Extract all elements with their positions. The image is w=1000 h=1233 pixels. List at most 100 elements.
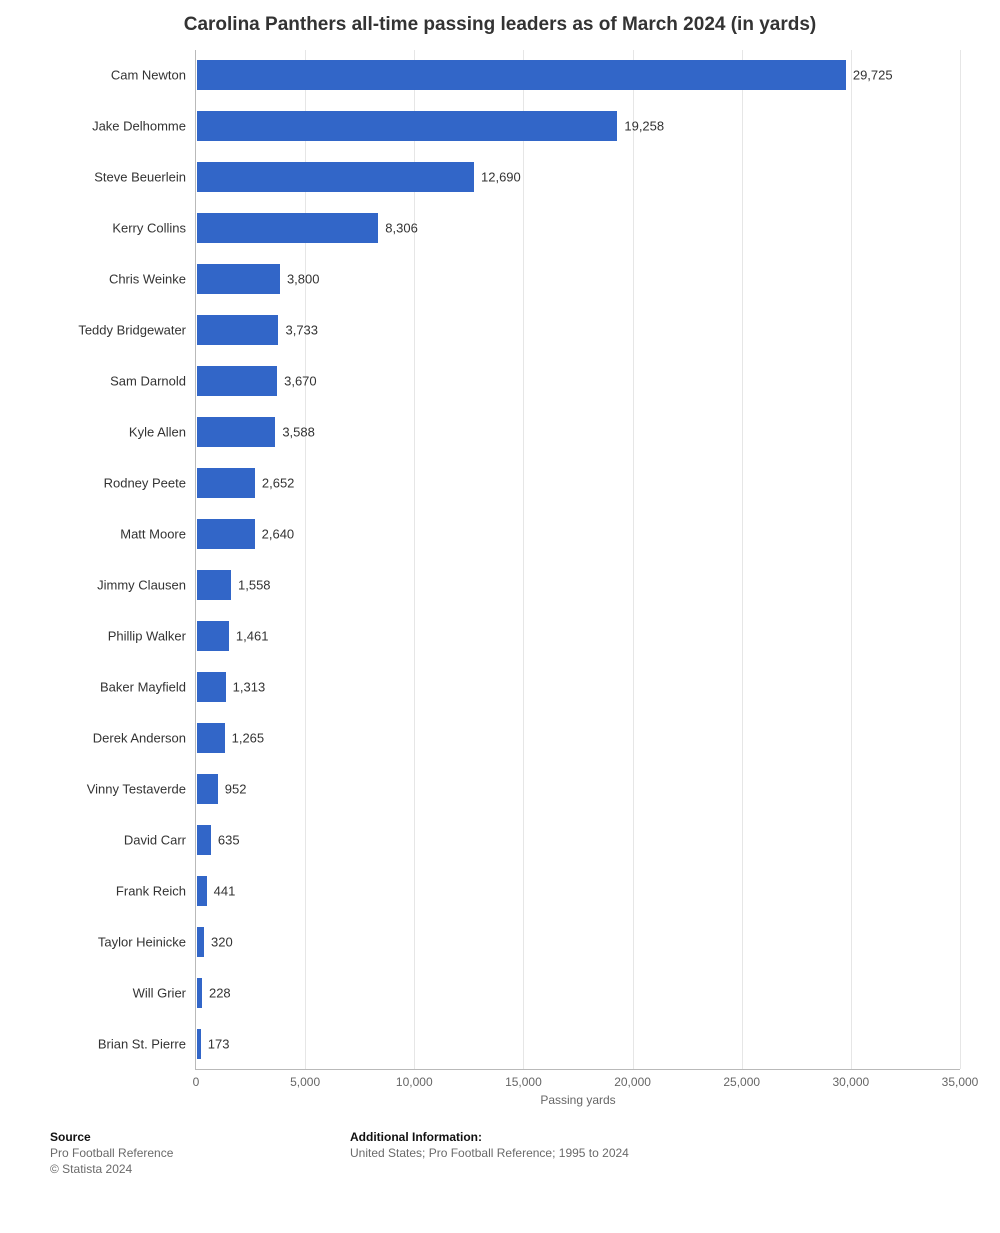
plot-area: Passing yards 05,00010,00015,00020,00025… [195, 50, 960, 1070]
bar-value-label: 952 [217, 782, 247, 797]
category-label: Jake Delhomme [92, 119, 196, 134]
category-label: Kyle Allen [129, 425, 196, 440]
chart-title: Carolina Panthers all-time passing leade… [0, 0, 1000, 42]
bar-value-label: 1,461 [228, 629, 269, 644]
bar [197, 570, 231, 600]
bar-row: Phillip Walker1,461 [196, 621, 960, 651]
bar-row: Sam Darnold3,670 [196, 366, 960, 396]
category-label: Jimmy Clausen [97, 578, 196, 593]
bar-value-label: 2,652 [254, 476, 295, 491]
bar-value-label: 228 [201, 986, 231, 1001]
bar-row: Baker Mayfield1,313 [196, 672, 960, 702]
bar-value-label: 173 [200, 1037, 230, 1052]
bar-value-label: 1,313 [225, 680, 266, 695]
bar [197, 60, 846, 90]
category-label: Chris Weinke [109, 272, 196, 287]
bar [197, 468, 255, 498]
meta-source: Source Pro Football Reference © Statista… [20, 1130, 350, 1176]
gridline [633, 50, 634, 1069]
bar-row: Kyle Allen3,588 [196, 417, 960, 447]
chart-meta: Source Pro Football Reference © Statista… [20, 1130, 980, 1196]
category-label: Matt Moore [120, 527, 196, 542]
bar-row: Jimmy Clausen1,558 [196, 570, 960, 600]
bar-row: David Carr635 [196, 825, 960, 855]
x-axis-tick: 0 [193, 1069, 200, 1089]
category-label: Cam Newton [111, 68, 196, 83]
meta-source-head: Source [50, 1130, 350, 1144]
x-axis-tick: 30,000 [832, 1069, 869, 1089]
x-axis-tick: 15,000 [505, 1069, 542, 1089]
gridline [960, 50, 961, 1069]
category-label: Teddy Bridgewater [78, 323, 196, 338]
x-axis-tick: 25,000 [723, 1069, 760, 1089]
bar [197, 111, 617, 141]
bar-value-label: 441 [206, 884, 236, 899]
bar [197, 825, 211, 855]
category-label: Sam Darnold [110, 374, 196, 389]
bar-row: Vinny Testaverde952 [196, 774, 960, 804]
x-axis-tick: 35,000 [942, 1069, 979, 1089]
bar [197, 723, 225, 753]
bar-row: Jake Delhomme19,258 [196, 111, 960, 141]
bar-row: Kerry Collins8,306 [196, 213, 960, 243]
x-axis-title: Passing yards [540, 1093, 615, 1107]
bar-row: Derek Anderson1,265 [196, 723, 960, 753]
category-label: Rodney Peete [104, 476, 196, 491]
bar-value-label: 635 [210, 833, 240, 848]
bar-value-label: 8,306 [377, 221, 418, 236]
bar [197, 315, 278, 345]
bar-value-label: 1,558 [230, 578, 271, 593]
bar-row: Taylor Heinicke320 [196, 927, 960, 957]
bar-value-label: 29,725 [845, 68, 893, 83]
gridline [305, 50, 306, 1069]
gridline [851, 50, 852, 1069]
category-label: Frank Reich [116, 884, 196, 899]
bar-value-label: 1,265 [224, 731, 265, 746]
gridline [523, 50, 524, 1069]
bar [197, 264, 280, 294]
bar [197, 621, 229, 651]
category-label: Brian St. Pierre [98, 1037, 196, 1052]
bar [197, 672, 226, 702]
bar-row: Matt Moore2,640 [196, 519, 960, 549]
bar-value-label: 12,690 [473, 170, 521, 185]
category-label: Derek Anderson [93, 731, 196, 746]
bar [197, 162, 474, 192]
bar-value-label: 3,670 [276, 374, 317, 389]
bar-row: Rodney Peete2,652 [196, 468, 960, 498]
category-label: Steve Beuerlein [94, 170, 196, 185]
category-label: Baker Mayfield [100, 680, 196, 695]
bar [197, 213, 378, 243]
bar-row: Teddy Bridgewater3,733 [196, 315, 960, 345]
bar-row: Steve Beuerlein12,690 [196, 162, 960, 192]
bar [197, 417, 275, 447]
bar-row: Chris Weinke3,800 [196, 264, 960, 294]
category-label: Taylor Heinicke [98, 935, 196, 950]
bar-row: Will Grier228 [196, 978, 960, 1008]
gridline [742, 50, 743, 1069]
bar-row: Brian St. Pierre173 [196, 1029, 960, 1059]
category-label: Will Grier [133, 986, 196, 1001]
chart: Passing yards 0 5,000 10,000 15,000 20,000 25… [20, 42, 980, 1110]
meta-additional-head: Additional Information: [350, 1130, 980, 1144]
meta-additional: Additional Information: United States; P… [350, 1130, 980, 1176]
x-axis-tick: 10,000 [396, 1069, 433, 1089]
category-label: Vinny Testaverde [87, 782, 196, 797]
x-axis-tick: 20,000 [614, 1069, 651, 1089]
category-label: Kerry Collins [112, 221, 196, 236]
bar [197, 519, 255, 549]
page: Carolina Panthers all-time passing leade… [0, 0, 1000, 1196]
bar-row: Frank Reich441 [196, 876, 960, 906]
bar-value-label: 320 [203, 935, 233, 950]
bar-value-label: 3,800 [279, 272, 320, 287]
bar-row: Cam Newton29,725 [196, 60, 960, 90]
category-label: David Carr [124, 833, 196, 848]
bar-value-label: 2,640 [254, 527, 295, 542]
x-axis-tick: 5,000 [290, 1069, 320, 1089]
bar [197, 774, 218, 804]
meta-source-line2: © Statista 2024 [50, 1162, 350, 1176]
bar-value-label: 19,258 [616, 119, 664, 134]
gridline [414, 50, 415, 1069]
category-label: Phillip Walker [108, 629, 196, 644]
bar [197, 366, 277, 396]
